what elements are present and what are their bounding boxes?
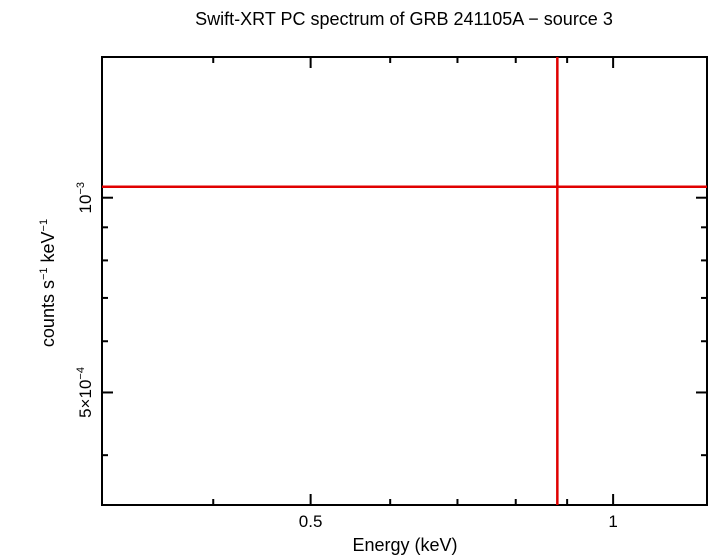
y-label-sup-1: −1 — [38, 267, 50, 280]
plot-frame — [101, 56, 708, 506]
x-tick-label: 1 — [608, 512, 617, 531]
data-layer — [102, 57, 707, 505]
tick-layer: 0.5 1 5×10−4 10−3 — [75, 57, 707, 531]
y-tick-label: 10−3 — [75, 182, 95, 213]
chart-title: Swift-XRT PC spectrum of GRB 241105A − s… — [195, 9, 613, 29]
x-axis-label: Energy (keV) — [352, 535, 457, 555]
plot-axes — [101, 56, 708, 506]
y-label-base: counts s — [38, 280, 58, 347]
y-label-mid: keV — [38, 231, 58, 267]
y-label-sup-2: −1 — [38, 219, 50, 232]
y-tick-label: 5×10−4 — [75, 367, 95, 418]
x-tick-label: 0.5 — [299, 512, 323, 531]
y-axis-label: counts s−1 keV−1 — [38, 219, 58, 347]
